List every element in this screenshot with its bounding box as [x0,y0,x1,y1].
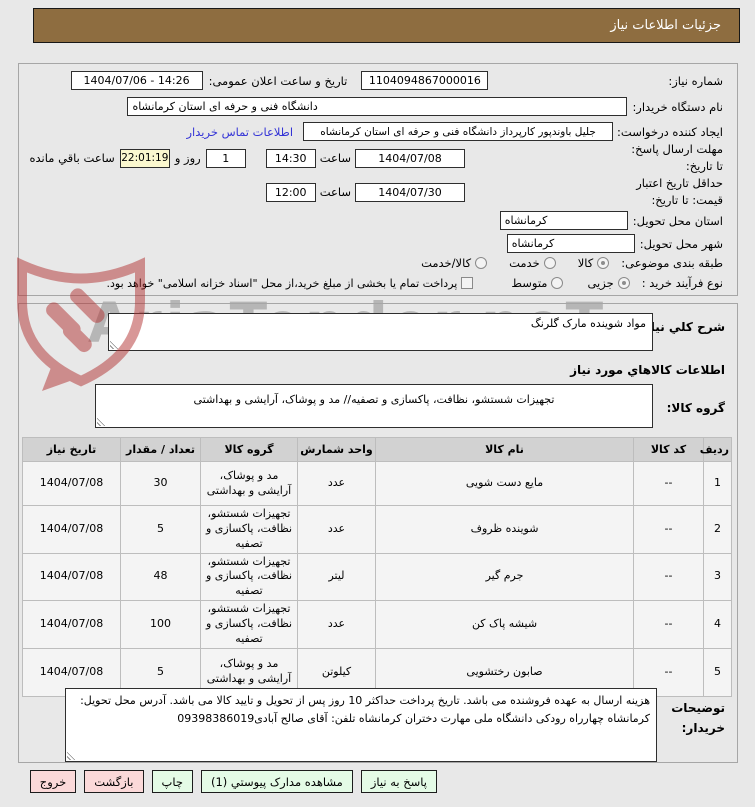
process-radio-medium[interactable] [551,277,564,289]
cell-row-number: 1 [703,461,732,506]
process-radio-minor[interactable] [617,277,630,289]
cell-unit: عدد [297,600,376,649]
need-description-label: شرح کلي نیاز: [639,320,725,334]
print-button[interactable]: چاپ [151,770,193,793]
city-label: شهر محل تحویل: [639,236,723,251]
cell-need-date: 1404/07/08 [22,600,121,649]
category-label: طبقه بندی موضوعی: [621,256,723,270]
category-radio-goods[interactable] [597,257,610,269]
remaining-days-label: روز و [174,151,201,165]
goods-group-label: گروه کالا: [666,401,725,415]
treasury-payment-checkbox[interactable] [461,277,474,289]
deadline-hour-label: ساعت [319,151,351,165]
cell-item-name: مایع دست شویی [375,461,634,506]
category-option-goods-service-label: کالا/خدمت [421,256,472,270]
cell-item-name: شوینده ظروف [375,505,634,554]
validity-date-field[interactable]: 1404/07/30 [355,182,465,202]
action-buttons: پاسخ به نیاز مشاهده مدارک پیوستي (1) چاپ… [29,770,437,793]
cell-row-number: 5 [703,647,732,697]
cell-quantity: 30 [120,461,201,506]
col-header-need-date: تاریخ نیاز [22,437,121,462]
cell-need-date: 1404/07/08 [22,552,121,602]
attachments-button[interactable]: مشاهده مدارک پیوستي (1) [200,770,353,793]
creator-field[interactable]: جلیل باوندپور کارپرداز دانشگاه فنی و حرف… [303,122,614,141]
remaining-days-field[interactable]: 1 [205,148,246,168]
announce-datetime-label: تاریخ و ساعت اعلان عمومی: [208,73,348,88]
buyer-notes-textarea[interactable]: هزینه ارسال به عهده فروشنده می باشد. تار… [65,688,657,762]
category-option-service-label: خدمت [509,256,540,270]
cell-group: مد و پوشاک، آرایشی و بهداشتی [200,461,298,506]
process-option-minor-label: جزیی [587,276,614,290]
cell-item-name: شیشه پاک کن [375,600,634,649]
cell-item-name: جرم گیر [375,552,634,602]
treasury-payment-label: پرداخت تمام یا بخشی از مبلغ خرید،از محل … [106,276,458,290]
cell-group: تجهیزات شستشو، نظافت، پاکسازی و تصفیه [200,505,298,554]
creator-label: ایجاد کننده درخواست: [617,124,723,139]
cell-unit: لیتر [297,552,376,602]
province-label: استان محل تحویل: [632,213,723,228]
cell-quantity: 100 [120,600,201,649]
page-title: جزئیات اطلاعات نیاز [610,18,721,33]
cell-quantity: 5 [120,505,201,554]
col-header-row-number: ردیف [700,437,732,462]
table-row: 1 -- مایع دست شویی عدد مد و پوشاک، آرایش… [22,461,732,506]
table-row: 4 -- شیشه پاک کن عدد تجهیزات شستشو، نظاف… [22,600,732,649]
goods-group-textarea[interactable]: تجهیزات شستشو، نظافت، پاکسازی و تصفیه// … [95,384,653,428]
col-header-item-code: کد کالا [633,437,704,462]
col-header-group: گروه کالا [200,437,298,462]
table-row: 3 -- جرم گیر لیتر تجهیزات شستشو، نظافت، … [22,552,732,602]
table-row: 2 -- شوینده ظروف عدد تجهیزات شستشو، نظاف… [22,505,732,554]
validity-time-field[interactable]: 12:00 [265,182,316,202]
category-radio-goods-service[interactable] [475,257,488,269]
cell-need-date: 1404/07/08 [22,461,121,506]
respond-button[interactable]: پاسخ به نیاز [360,770,437,793]
col-header-quantity: تعداد / مقدار [120,437,201,462]
items-table: ردیف کد کالا نام کالا واحد شمارش گروه کا… [22,437,732,697]
category-radio-service[interactable] [543,257,556,269]
deadline-label: مهلت ارسال پاسخ: تا تاریخ: [631,142,723,173]
category-option-goods-label: کالا [577,256,594,270]
announce-datetime-field[interactable]: 1404/07/06 - 14:26 [70,71,203,90]
cell-unit: عدد [297,461,376,506]
buyer-contact-link[interactable]: اطلاعات تماس خریدار [186,124,294,139]
items-section-header: اطلاعات کالاهاي مورد نیاز [570,363,725,377]
buyer-notes-label: توضیحات خریدار: [671,701,725,736]
deadline-time-field[interactable]: 14:30 [265,148,316,168]
buyer-org-field[interactable]: دانشگاه فنی و حرفه ای استان کرمانشاه [127,97,628,116]
cell-item-code: -- [633,461,704,506]
validity-hour-label: ساعت [319,185,351,199]
items-table-header-row: ردیف کد کالا نام کالا واحد شمارش گروه کا… [22,437,732,462]
cell-item-code: -- [633,600,704,649]
process-label: نوع فرآیند خرید : [641,276,723,290]
cell-unit: عدد [297,505,376,554]
items-box: شرح کلي نیاز: مواد شوینده مارک گلرنگ اطل… [18,303,738,763]
need-description-textarea[interactable]: مواد شوینده مارک گلرنگ [108,313,653,351]
buyer-org-label: نام دستگاه خریدار: [632,99,723,114]
col-header-item-name: نام کالا [375,437,634,462]
validity-label: حداقل تاریخ اعتبار قیمت: تا تاریخ: [636,176,723,207]
city-field[interactable]: کرمانشاه [506,234,635,253]
cell-need-date: 1404/07/08 [22,505,121,554]
cell-row-number: 3 [703,552,732,602]
deadline-date-field[interactable]: 1404/07/08 [355,148,465,168]
remaining-hours-label: ساعت باقي مانده [29,151,115,165]
cell-group: تجهیزات شستشو، نظافت، پاکسازی و تصفیه [200,552,298,602]
back-button[interactable]: بازگشت [84,770,144,793]
cell-quantity: 48 [120,552,201,602]
countdown-field: 22:01:19 [119,148,170,168]
cell-row-number: 4 [703,600,732,649]
exit-button[interactable]: خروج [29,770,77,793]
need-number-field[interactable]: 1104094867000016 [361,71,489,90]
cell-row-number: 2 [703,505,732,554]
cell-item-code: -- [633,552,704,602]
col-header-unit: واحد شمارش [297,437,376,462]
need-info-box: شماره نیاز: 1104094867000016 تاریخ و ساع… [18,63,738,296]
cell-group: تجهیزات شستشو، نظافت، پاکسازی و تصفیه [200,600,298,649]
process-option-medium-label: متوسط [511,276,548,290]
page-title-bar: جزئیات اطلاعات نیاز [33,8,740,43]
province-field[interactable]: کرمانشاه [499,211,628,230]
cell-item-code: -- [633,505,704,554]
need-number-label: شماره نیاز: [668,73,723,88]
